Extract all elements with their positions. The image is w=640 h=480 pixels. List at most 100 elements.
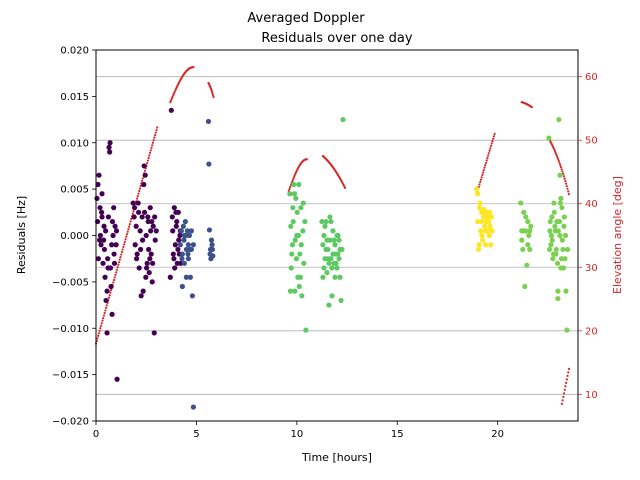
residual-point	[139, 237, 146, 243]
y2-tick-label: 60	[585, 72, 598, 83]
residual-point	[94, 195, 100, 201]
x-tick-label: 0	[93, 429, 99, 440]
residual-point	[327, 214, 333, 220]
elevation-point	[150, 146, 153, 149]
residual-point	[331, 237, 337, 243]
residual-point	[303, 327, 309, 333]
elevation-point	[560, 402, 564, 405]
residual-point	[173, 223, 179, 229]
elevation-point	[147, 156, 150, 160]
elevation-point	[128, 225, 131, 228]
residual-point	[143, 232, 149, 239]
residual-point	[547, 218, 553, 225]
residual-point	[206, 227, 213, 233]
residual-point	[296, 181, 302, 188]
residual-point	[550, 256, 556, 262]
x-axis-label: Time [hours]	[301, 451, 372, 464]
elevation-point	[487, 154, 490, 157]
residual-point	[324, 270, 330, 276]
y-tick-label: 0.020	[60, 46, 89, 57]
residual-point	[549, 214, 555, 220]
elevation-point	[104, 309, 107, 312]
residual-point	[487, 209, 493, 215]
elevation-point	[148, 151, 152, 155]
residual-point	[140, 288, 146, 294]
residual-point	[480, 237, 486, 243]
elevation-point	[130, 217, 133, 221]
residual-point	[190, 242, 197, 248]
residual-point	[327, 237, 333, 243]
y2-tick-label: 40	[585, 199, 598, 210]
residual-point	[175, 246, 181, 253]
residual-point	[338, 297, 344, 304]
residual-point	[189, 293, 195, 299]
elevation-point	[561, 399, 564, 402]
residual-point	[188, 228, 194, 234]
residual-point	[146, 270, 152, 276]
residual-point	[323, 218, 329, 225]
residual-point	[178, 260, 184, 266]
y-axis-label: Residuals [Hz]	[15, 196, 28, 274]
residual-point	[291, 181, 297, 188]
elevation-point	[138, 187, 142, 190]
residual-point	[148, 228, 154, 234]
residual-point	[548, 232, 555, 239]
elevation-point	[565, 378, 568, 381]
residual-point	[523, 214, 529, 220]
residual-point	[290, 218, 296, 225]
residual-point	[97, 205, 103, 211]
residual-point	[101, 223, 107, 229]
residual-point	[99, 191, 105, 197]
elevation-point	[124, 238, 127, 241]
residual-point	[527, 246, 533, 253]
residual-point	[103, 228, 109, 234]
residual-point	[326, 302, 332, 308]
residual-point	[133, 223, 139, 229]
residual-point	[111, 205, 117, 211]
residual-point	[183, 232, 189, 239]
elevation-point	[117, 261, 121, 264]
residual-point	[561, 223, 567, 229]
residual-point	[107, 149, 113, 155]
residual-point	[107, 140, 113, 146]
elevation-point	[567, 371, 570, 374]
residual-point	[475, 246, 482, 253]
elevation-point	[135, 197, 139, 200]
residual-point	[95, 256, 102, 262]
residual-points	[94, 107, 571, 410]
elevation-point	[112, 278, 116, 282]
residual-point	[339, 246, 345, 253]
residual-point	[132, 242, 138, 248]
residual-point	[110, 232, 116, 239]
x-tick-label: 15	[391, 429, 404, 440]
residual-point	[321, 232, 327, 239]
elevation-point	[192, 66, 195, 69]
residual-point	[551, 209, 557, 215]
elevation-point	[566, 187, 569, 190]
residual-point	[147, 205, 153, 211]
elevation-point	[343, 186, 347, 189]
residual-point	[552, 228, 559, 234]
residual-point	[99, 214, 105, 220]
elevation-point	[482, 168, 485, 172]
residual-point	[557, 172, 563, 178]
residual-point	[526, 232, 532, 239]
elevation-point	[108, 294, 111, 297]
elevation-point	[492, 135, 496, 138]
elevation-point	[107, 296, 111, 299]
residual-point	[209, 246, 216, 253]
elevation-point	[556, 155, 559, 159]
residual-point	[177, 232, 183, 239]
residual-point	[332, 274, 338, 280]
residual-point	[150, 223, 156, 229]
elevation-point	[289, 185, 292, 189]
residual-point	[518, 200, 524, 206]
residual-point	[335, 251, 341, 257]
residual-point	[563, 288, 569, 294]
residual-point	[98, 242, 104, 248]
elevation-point	[170, 97, 173, 100]
y2-tick-label: 30	[585, 263, 598, 274]
residual-point	[296, 283, 302, 290]
residual-point	[141, 163, 147, 169]
